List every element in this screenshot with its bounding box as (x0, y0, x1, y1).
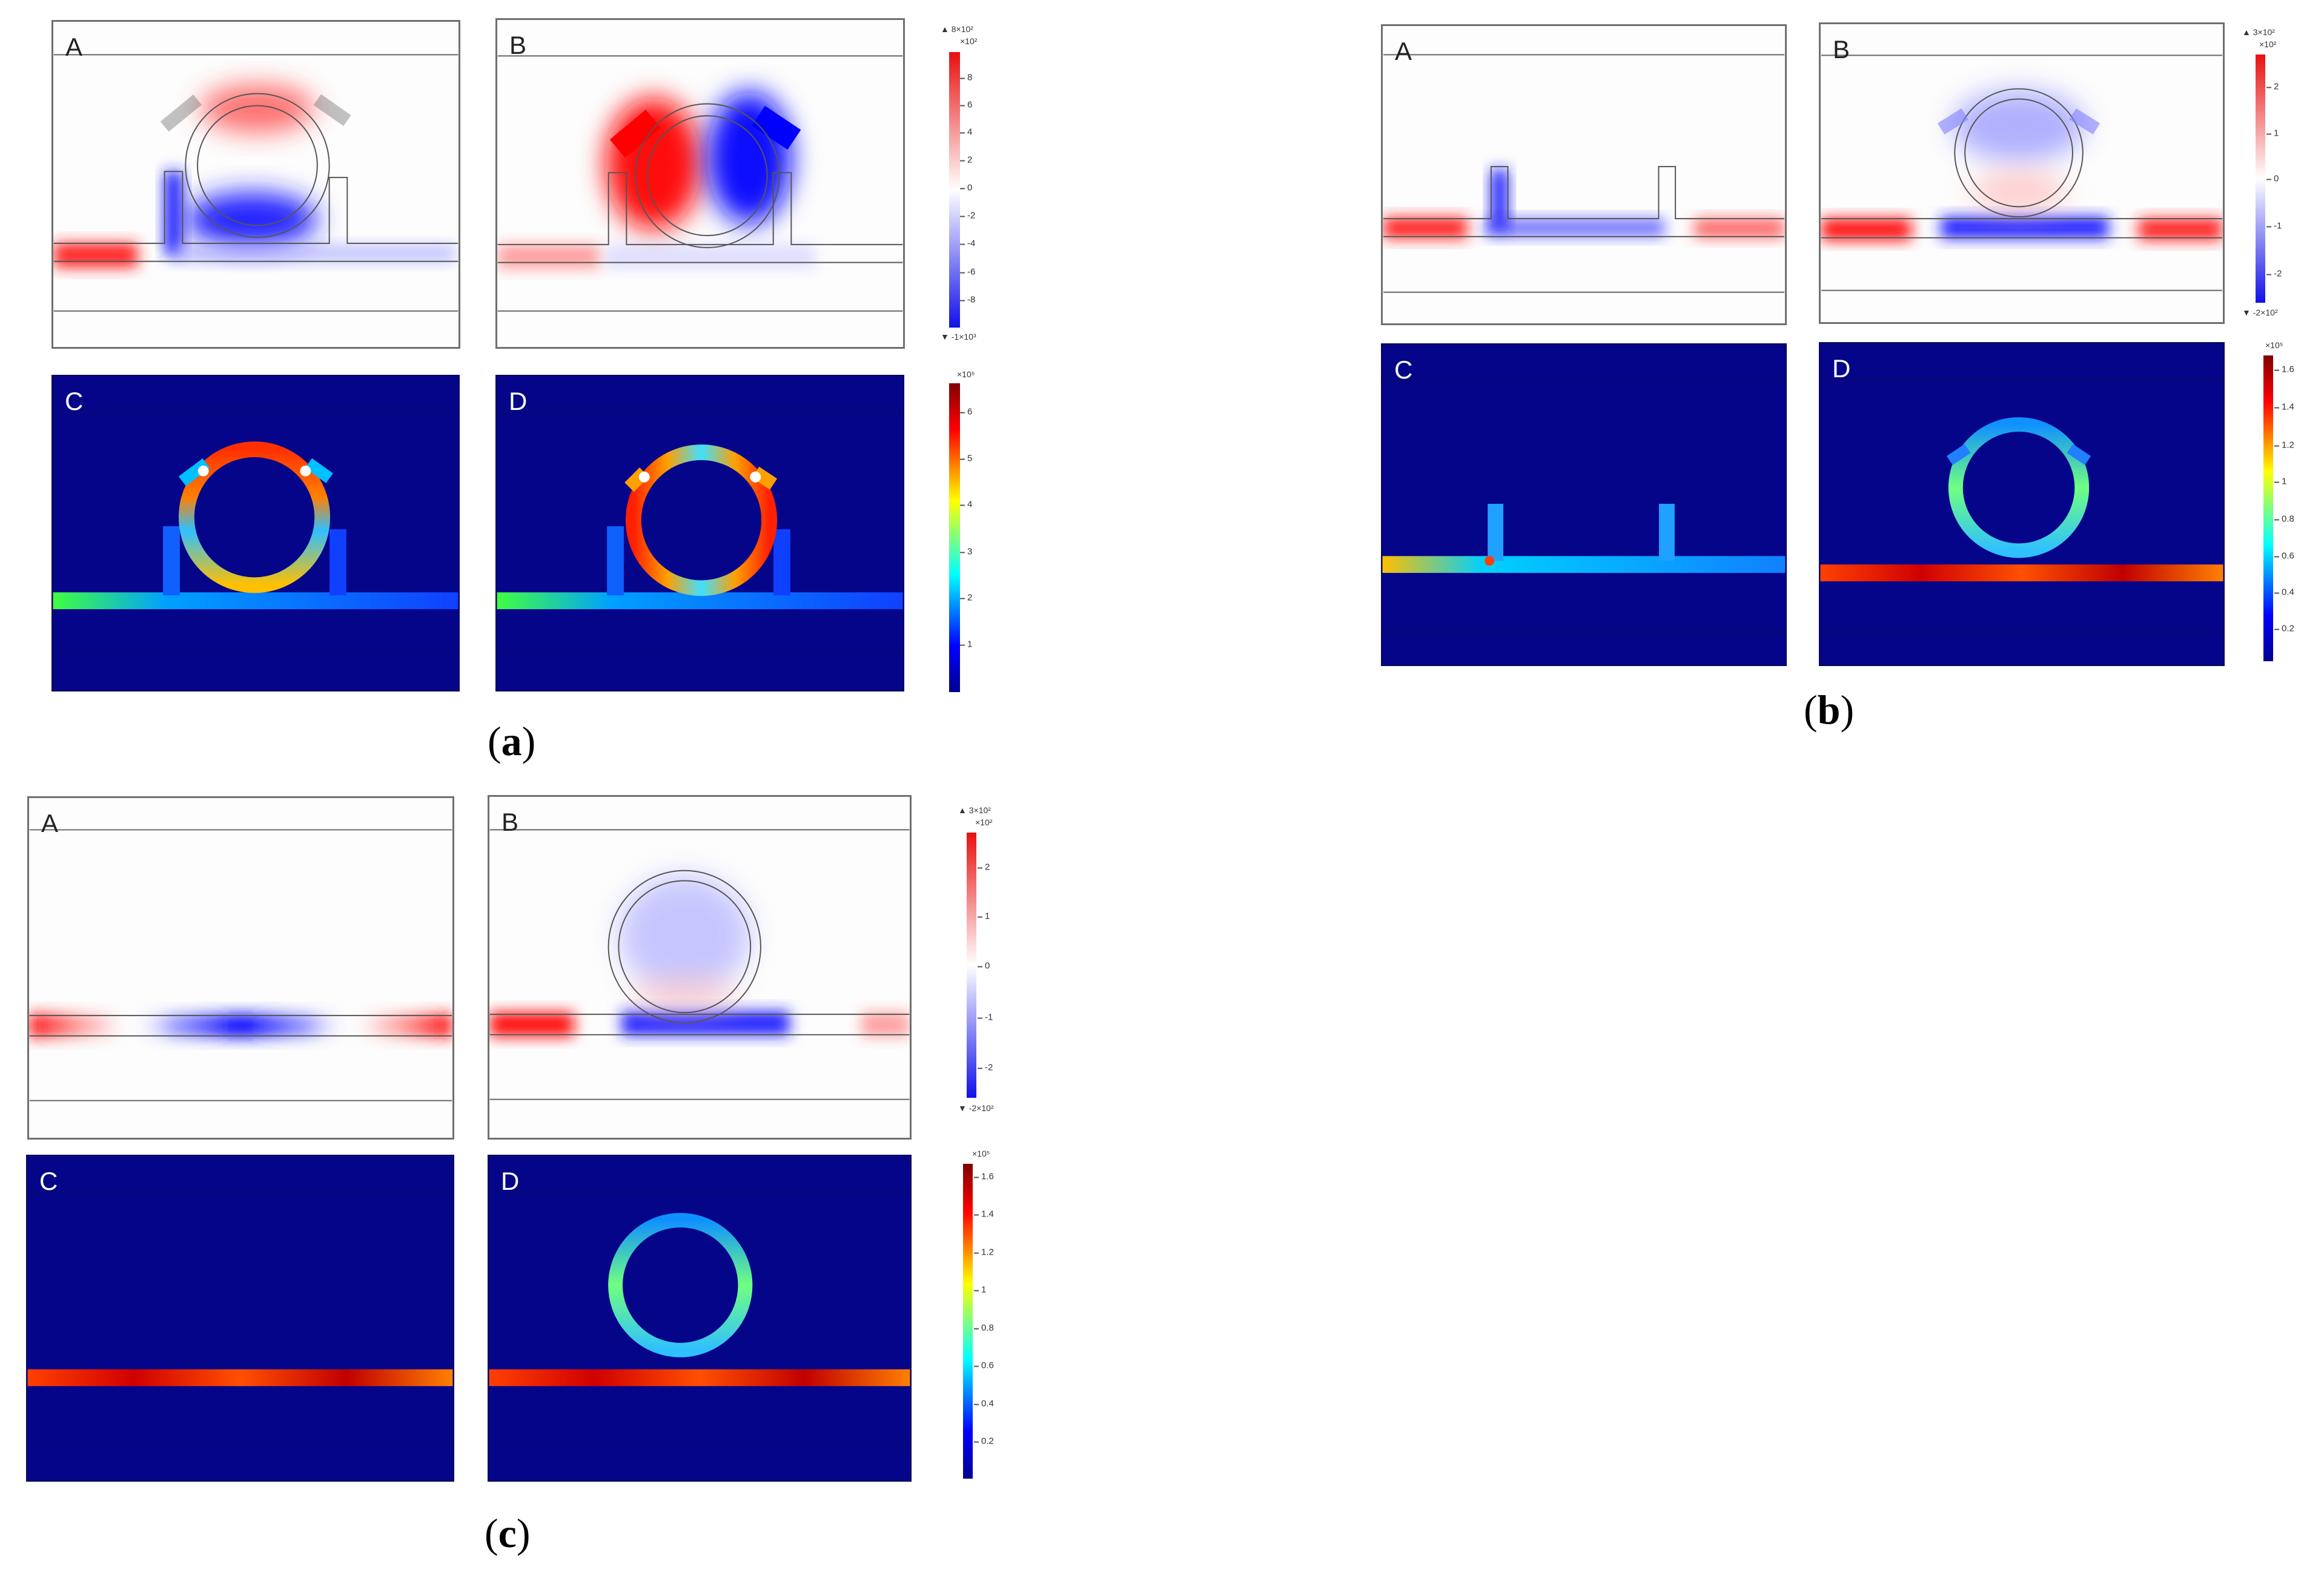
fig-a-panel-A: A (51, 20, 460, 349)
colorbar-tick: 4 (959, 499, 973, 510)
colorbar-min-label: ▼ -2×10² (958, 1103, 994, 1113)
colorbar-tick: 1 (973, 1284, 987, 1295)
colorbar-tick: 1.2 (974, 1247, 994, 1258)
colorbar-tick: 0.2 (974, 1436, 994, 1447)
panel-label: C (65, 387, 84, 415)
colorbar-exponent: ×10⁵ (2265, 340, 2283, 350)
colorbar-tick: 1 (2266, 128, 2279, 139)
colorbar-tick: -6 (959, 266, 976, 277)
colorbar-tick: 0.2 (2274, 623, 2294, 634)
colorbar-tick: 0 (977, 960, 990, 971)
panel-label: D (501, 1167, 520, 1195)
fig-b-panel-B: B (1819, 22, 2225, 324)
colorbar-tick: 3 (959, 546, 973, 557)
colorbar-tick: 0.6 (974, 1360, 994, 1371)
panel-label: B (1833, 35, 1850, 64)
colorbar-tick: -2 (977, 1062, 993, 1073)
panel-label: A (41, 809, 59, 837)
colorbar-tick: 6 (959, 99, 973, 110)
colorbar-tick: 2 (959, 592, 973, 603)
colorbar-tick: 0 (2266, 173, 2279, 184)
fig-c-norm-colorbar (963, 1164, 973, 1479)
colorbar-exponent: ×10² (2259, 39, 2277, 49)
fig-c-field-colorbar (967, 833, 976, 1098)
panel-label: C (1394, 355, 1413, 384)
fig-b-norm-colorbar (2263, 355, 2273, 661)
colorbar-tick: 1.2 (2274, 440, 2294, 451)
fig-a-panel-D: D (495, 375, 904, 691)
colorbar-tick: -8 (959, 294, 976, 305)
colorbar-tick: 2 (959, 154, 973, 165)
colorbar-tick: 6 (959, 406, 973, 417)
fig-c-panel-C: C (26, 1155, 454, 1482)
colorbar-exponent: ×10² (960, 36, 978, 46)
colorbar-tick: -2 (2266, 268, 2282, 279)
colorbar-tick: 1.6 (2274, 364, 2294, 375)
fig-b-panel-D: D (1819, 342, 2225, 666)
colorbar-tick: -4 (959, 238, 976, 249)
colorbar-tick: 1.4 (2274, 401, 2294, 412)
colorbar-tick: 5 (959, 453, 973, 464)
figure-c-label: (c) (485, 1510, 531, 1556)
fig-b-panel-A: A (1381, 24, 1787, 325)
colorbar-tick: -2 (959, 210, 976, 221)
colorbar-tick: 2 (2266, 81, 2279, 92)
colorbar-tick: 2 (977, 862, 990, 873)
colorbar-max-label: ▲ 8×10² (941, 24, 973, 34)
panel-label: B (509, 31, 527, 59)
panel-label: B (502, 808, 519, 836)
colorbar-tick: 1 (959, 639, 973, 650)
colorbar-exponent: ×10² (975, 817, 993, 827)
colorbar-exponent: ×10⁵ (972, 1149, 990, 1158)
panel-label: A (1395, 37, 1412, 65)
fig-c-panel-B: B (488, 795, 912, 1140)
figure-b-label: (b) (1804, 687, 1855, 733)
colorbar-tick: -1 (977, 1012, 993, 1023)
fig-a-panel-C: C (51, 375, 460, 691)
colorbar-tick: 0.8 (974, 1322, 994, 1333)
colorbar-tick: 0.4 (974, 1398, 994, 1409)
fig-c-panel-A: A (27, 796, 454, 1140)
fig-a-panel-B: B (495, 18, 905, 349)
colorbar-min-label: ▼ -2×10² (2242, 308, 2278, 317)
fig-a-field-colorbar (949, 52, 960, 328)
panel-label: D (509, 387, 528, 415)
colorbar-tick: 4 (959, 127, 973, 137)
fig-a-norm-colorbar (949, 383, 960, 692)
colorbar-tick: -1 (2266, 220, 2282, 231)
colorbar-tick: 0.8 (2274, 513, 2294, 524)
colorbar-tick: 1.6 (974, 1171, 994, 1182)
panel-label: C (39, 1167, 58, 1195)
panel-label: D (1832, 354, 1851, 383)
colorbar-tick: 8 (959, 72, 973, 83)
colorbar-min-label: ▼ -1×10³ (941, 332, 976, 342)
colorbar-max-label: ▲ 3×10² (958, 805, 991, 815)
colorbar-tick: 1 (2274, 476, 2287, 487)
colorbar-tick: 1 (977, 911, 990, 922)
panel-label: A (65, 33, 83, 61)
colorbar-exponent: ×10⁵ (957, 369, 975, 379)
fig-b-field-colorbar (2256, 54, 2265, 303)
colorbar-tick: 0.6 (2274, 550, 2294, 561)
fig-c-panel-D: D (488, 1155, 912, 1482)
colorbar-tick: 1.4 (974, 1209, 994, 1220)
colorbar-tick: 0 (959, 182, 973, 193)
colorbar-tick: 0.4 (2274, 587, 2294, 598)
colorbar-max-label: ▲ 3×10² (2242, 27, 2275, 37)
fig-b-panel-C: C (1381, 343, 1787, 666)
figure-a-label: (a) (488, 718, 536, 764)
